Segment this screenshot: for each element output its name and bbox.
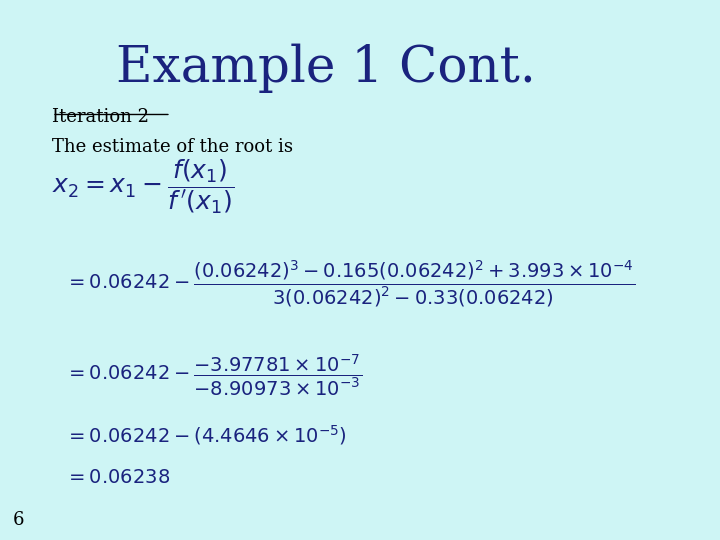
Text: Iteration 2: Iteration 2: [52, 108, 149, 126]
Text: Example 1 Cont.: Example 1 Cont.: [116, 43, 536, 93]
Text: $= 0.06242 - \left(4.4646\times10^{-5}\right)$: $= 0.06242 - \left(4.4646\times10^{-5}\r…: [66, 423, 347, 447]
Text: $= 0.06242 - \dfrac{-3.97781\times10^{-7}}{-8.90973\times10^{-3}}$: $= 0.06242 - \dfrac{-3.97781\times10^{-7…: [66, 353, 362, 398]
Text: The estimate of the root is: The estimate of the root is: [52, 138, 293, 156]
Text: $= 0.06242 - \dfrac{(0.06242)^3 - 0.165(0.06242)^2 + 3.993\times10^{-4}}{3(0.062: $= 0.06242 - \dfrac{(0.06242)^3 - 0.165(…: [66, 258, 636, 309]
Text: $= 0.06238$: $= 0.06238$: [66, 469, 171, 487]
Text: $x_2 = x_1 - \dfrac{f(x_1)}{f\,'(x_1)}$: $x_2 = x_1 - \dfrac{f(x_1)}{f\,'(x_1)}$: [52, 157, 234, 215]
Text: 6: 6: [13, 511, 24, 529]
